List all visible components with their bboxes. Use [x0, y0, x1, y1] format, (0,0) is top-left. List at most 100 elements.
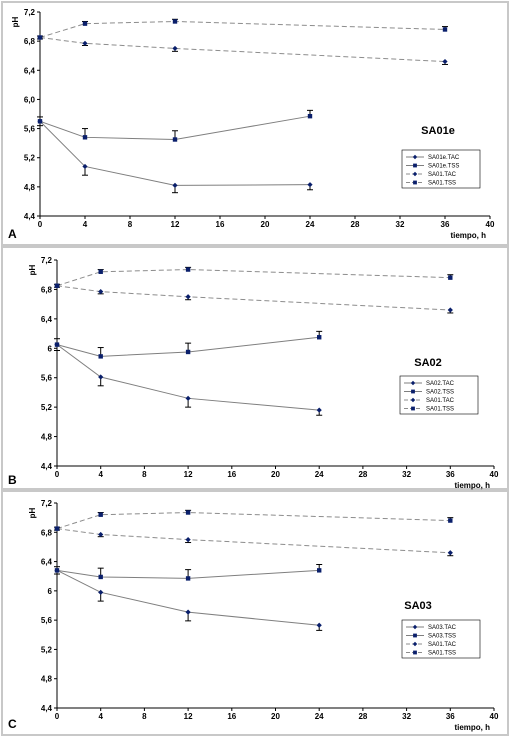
panel-letter: C: [8, 717, 17, 731]
panel-title: SA02: [414, 357, 442, 369]
series-sa02-tss: [54, 330, 323, 359]
legend: SA02.TAC SA02.TSS SA01.TAC SA01.TSS: [399, 375, 479, 415]
y-tick-label: 4,4: [41, 462, 53, 471]
series-sa01-tss: [54, 509, 454, 531]
y-tick-label: 5,6: [24, 125, 36, 134]
data-point: [447, 550, 453, 556]
legend-entry: SA03.TSS: [428, 634, 456, 640]
data-point: [442, 27, 448, 32]
y-tick-label: 6,8: [41, 528, 53, 537]
legend-entry: SA02.TAC: [426, 381, 455, 387]
data-point: [37, 119, 43, 124]
series-line: [39, 120, 311, 186]
legend-entry: SA01e.TAC: [428, 155, 460, 161]
x-axis-label: tiempo, h: [454, 481, 490, 490]
series-line: [56, 269, 451, 287]
y-axis-label: pH: [28, 264, 37, 275]
series-line: [56, 569, 320, 579]
data-point: [98, 574, 103, 580]
data-point: [98, 531, 104, 538]
x-tick-label: 24: [306, 220, 315, 229]
x-tick-label: 28: [351, 220, 360, 229]
x-tick-label: 40: [490, 470, 499, 479]
legend: SA01e.TAC SA01e.TSS SA01.TAC SA01.TSS: [401, 149, 481, 189]
data-point: [185, 349, 191, 355]
legend-marker: [413, 180, 417, 185]
legend-entry: SA01e.TSS: [428, 164, 459, 170]
legend-marker: [411, 406, 415, 411]
x-tick-label: 28: [358, 470, 367, 479]
legend-marker: [412, 641, 418, 647]
x-tick-label: 4: [83, 220, 88, 229]
y-tick-label: 6,8: [24, 37, 36, 46]
x-axis-label: tiempo, h: [450, 231, 486, 240]
data-point: [98, 289, 104, 295]
y-tick-label: 6: [48, 344, 53, 353]
data-point: [185, 576, 191, 581]
panel-letter: A: [8, 227, 17, 241]
y-tick-label: 4,4: [24, 212, 36, 221]
data-point: [82, 21, 88, 26]
x-tick-label: 24: [315, 470, 324, 479]
panel-title: SA01e: [421, 125, 455, 137]
x-tick-label: 32: [402, 712, 411, 721]
x-axis-label: tiempo, h: [454, 723, 490, 732]
data-point: [185, 294, 191, 300]
x-tick-label: 40: [486, 220, 495, 229]
series-sa03-tss: [54, 564, 323, 581]
chart-panel-a: 0 4 8 12 16 20 24 28 32 36 40 4,4 4,8 5,2 5,6 6,0 6,4 6,8…: [1, 1, 509, 246]
series-line: [56, 569, 320, 626]
series-line: [56, 512, 451, 530]
data-point: [37, 35, 43, 40]
y-tick-label: 4,8: [24, 183, 36, 192]
legend-marker: [411, 389, 415, 394]
y-tick-label: 6,8: [41, 285, 53, 294]
data-point: [185, 609, 191, 615]
x-tick-label: 16: [216, 220, 225, 229]
y-tick-label: 5,6: [41, 374, 53, 383]
legend: SA03.TAC SA03.TSS SA01.TAC SA01.TSS: [401, 619, 481, 659]
y-tick-label: 5,2: [41, 645, 53, 654]
y-tick-label: 6,0: [24, 95, 36, 104]
x-tick-label: 0: [55, 712, 60, 721]
y-tick-label: 7,2: [41, 256, 53, 265]
series-sa01-tss: [54, 266, 454, 288]
data-point: [316, 407, 322, 413]
data-point: [172, 19, 178, 24]
y-tick-label: 5,6: [41, 616, 53, 625]
series-sa01-tac: [54, 526, 454, 557]
legend-marker: [413, 163, 417, 168]
panel-frame: [1, 1, 509, 246]
data-point: [185, 267, 191, 272]
y-axis-label: pH: [28, 507, 37, 518]
x-tick-label: 0: [55, 470, 60, 479]
data-point: [82, 163, 88, 170]
data-point: [307, 182, 313, 188]
data-point: [185, 537, 191, 543]
panel-frame: [1, 246, 509, 490]
x-tick-label: 12: [184, 712, 193, 721]
data-point: [317, 568, 322, 573]
data-point: [307, 113, 313, 119]
legend-marker: [413, 633, 417, 638]
x-tick-label: 16: [227, 470, 236, 479]
x-tick-label: 16: [227, 712, 236, 721]
data-point: [54, 526, 60, 531]
x-tick-label: 20: [271, 712, 280, 721]
x-tick-label: 40: [490, 712, 499, 721]
data-point: [317, 335, 322, 340]
x-tick-label: 20: [271, 470, 280, 479]
x-tick-label: 0: [38, 220, 43, 229]
x-tick-label: 24: [315, 712, 324, 721]
y-tick-label: 5,2: [41, 403, 53, 412]
series-line: [56, 336, 320, 357]
legend-marker: [412, 171, 418, 177]
data-point: [54, 568, 60, 573]
x-tick-label: 12: [184, 470, 193, 479]
legend-entry: SA01.TAC: [426, 398, 455, 404]
y-tick-label: 4,8: [41, 675, 53, 684]
series-line: [39, 115, 311, 141]
y-tick-label: 6,4: [24, 66, 36, 75]
series-sa02-tac: [54, 342, 323, 416]
data-point: [82, 40, 88, 46]
